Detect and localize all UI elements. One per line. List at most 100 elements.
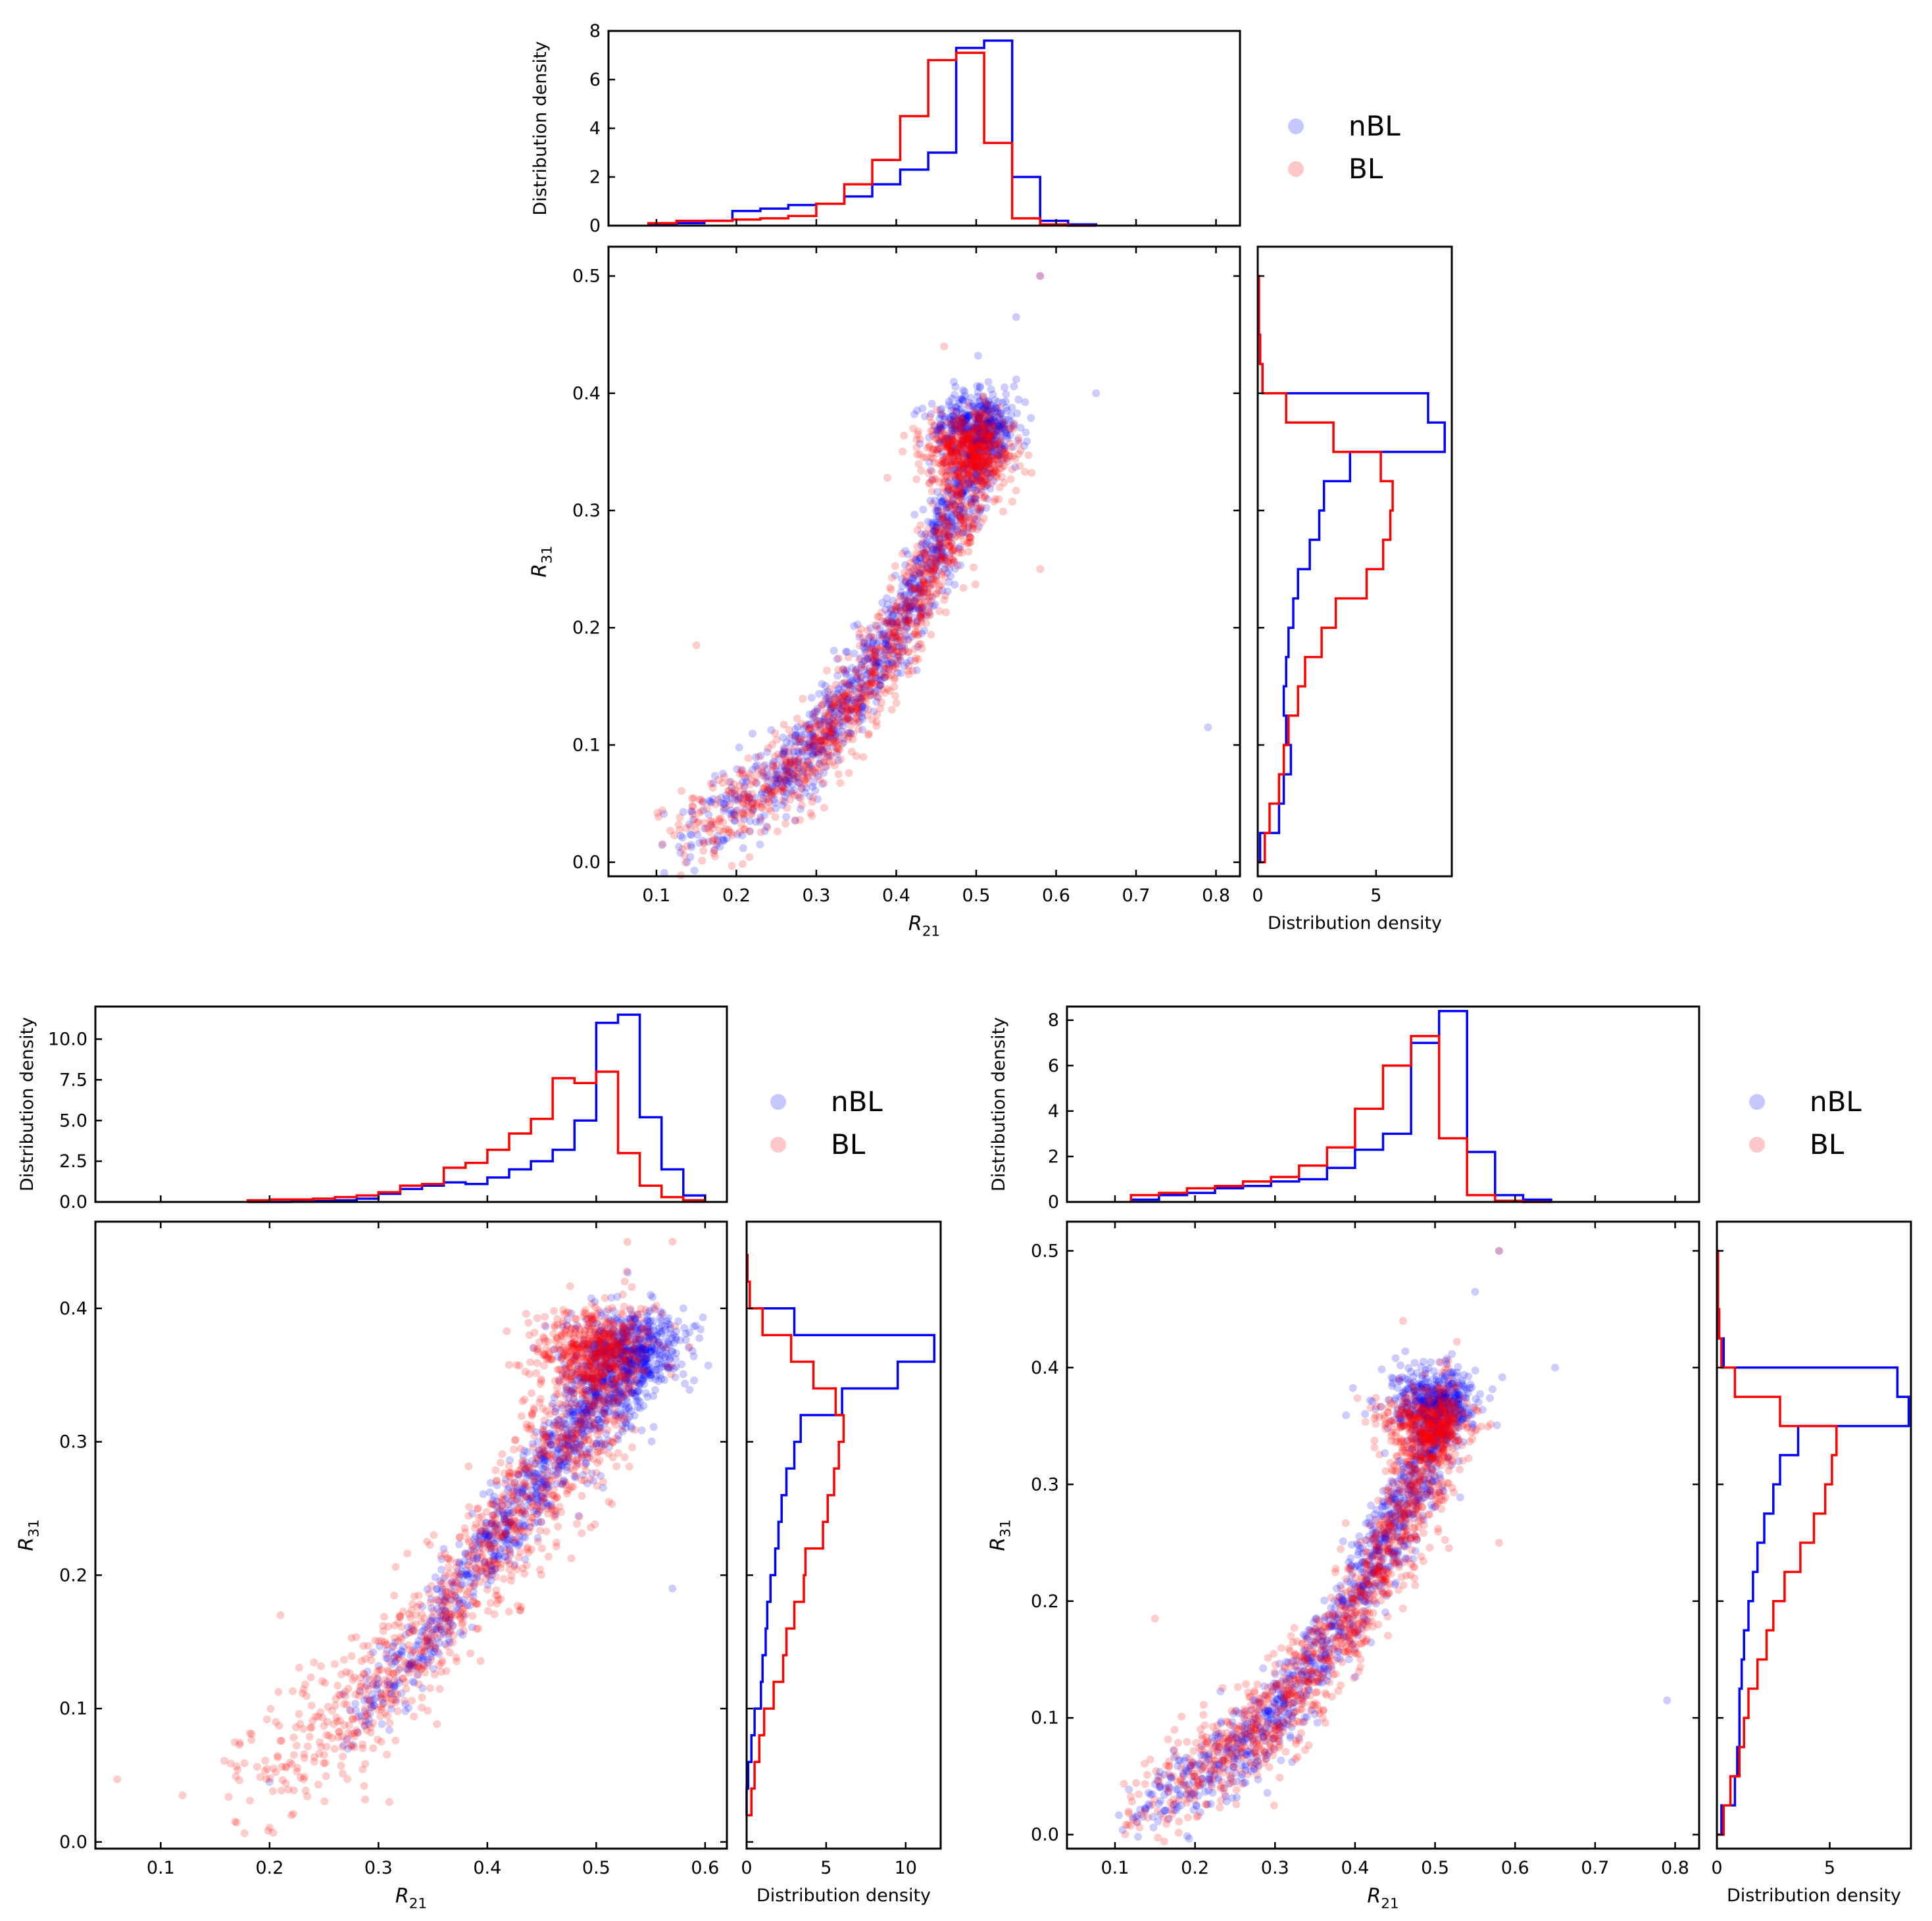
scatter-point	[566, 1282, 574, 1291]
scatter-point	[858, 693, 866, 702]
scatter-point	[986, 414, 995, 423]
scatter-point	[400, 1697, 409, 1705]
scatter-point	[943, 495, 952, 503]
scatter-point	[857, 661, 865, 669]
scatter-point	[949, 498, 957, 507]
scatter-point	[668, 1334, 676, 1343]
x-tick-label: 0.4	[882, 886, 910, 906]
scatter-point	[924, 589, 932, 597]
scatter-point	[855, 725, 863, 734]
scatter-point-outlier	[1092, 389, 1101, 397]
scatter-point	[834, 710, 843, 718]
scatter-point-outlier	[1036, 272, 1045, 280]
scatter-point	[465, 1503, 474, 1511]
scatter-point	[952, 476, 960, 484]
scatter-point	[806, 809, 815, 817]
scatter-point	[391, 1736, 400, 1745]
scatter-point	[708, 784, 717, 792]
scatter-point	[887, 618, 896, 627]
scatter-point	[756, 828, 765, 837]
scatter-point	[995, 495, 1003, 503]
scatter-point	[666, 826, 674, 835]
scatter-point	[979, 405, 987, 412]
scatter-point	[821, 689, 829, 697]
scatter-point	[958, 409, 966, 418]
scatter-point	[828, 720, 837, 729]
scatter-point	[987, 443, 996, 451]
scatter-point	[815, 689, 823, 698]
scatter-point	[995, 403, 1004, 411]
scatter-point	[793, 738, 802, 747]
scatter-point	[1002, 390, 1010, 399]
scatter-point	[896, 614, 904, 622]
scatter-point	[953, 525, 962, 534]
scatter-point	[661, 1326, 670, 1334]
scatter-point	[940, 526, 949, 534]
scatter-point	[831, 680, 840, 689]
scatter-point	[351, 1699, 360, 1708]
scatter-point	[936, 493, 945, 501]
scatter-point	[793, 747, 802, 755]
scatter-point	[979, 514, 988, 523]
scatter-point	[920, 586, 929, 594]
scatter-point	[739, 770, 747, 779]
scatter-point	[497, 1459, 505, 1467]
x-tick-label: 0.1	[642, 886, 670, 906]
scatter-point	[928, 476, 936, 484]
scatter-point	[853, 674, 861, 682]
scatter-point	[763, 823, 772, 832]
scatter-point	[680, 1324, 689, 1332]
scatter-point	[960, 464, 968, 472]
scatter-point	[537, 1544, 546, 1553]
scatter-point	[991, 439, 999, 448]
scatter-point	[846, 680, 855, 689]
scatter-point	[951, 424, 959, 433]
scatter-point	[924, 608, 932, 616]
scatter-point	[951, 382, 960, 391]
scatter-point	[686, 853, 695, 861]
scatter-point	[853, 718, 862, 726]
scatter-point	[972, 431, 980, 439]
scatter-point	[965, 452, 973, 461]
scatter-point	[929, 522, 937, 530]
scatter-point	[864, 640, 872, 649]
scatter-point	[972, 439, 980, 448]
scatter-point	[834, 770, 843, 778]
scatter-point	[891, 605, 899, 613]
scatter-point	[924, 469, 933, 478]
scatter-point	[631, 1426, 639, 1434]
scatter-point	[1027, 414, 1035, 422]
scatter-point	[824, 733, 831, 741]
scatter-point	[743, 796, 751, 805]
scatter-point	[603, 1426, 612, 1434]
scatter-point	[918, 565, 927, 574]
scatter-point	[714, 795, 722, 804]
scatter-point	[676, 832, 685, 840]
scatter-point	[951, 403, 960, 411]
scatter-point	[713, 839, 722, 847]
scatter-point	[1003, 457, 1012, 466]
scatter-point	[815, 759, 824, 768]
scatter-point	[984, 430, 992, 439]
scatter-point	[948, 455, 956, 464]
scatter-point	[939, 497, 947, 505]
scatter-point	[655, 812, 662, 821]
scatter-point	[974, 420, 982, 429]
scatter-point	[641, 1366, 649, 1375]
scatter-point	[956, 474, 964, 482]
scatter-point	[806, 731, 814, 739]
scatter-point	[847, 674, 855, 682]
scatter-point	[932, 405, 941, 414]
scatter-point	[813, 707, 822, 716]
scatter-point	[914, 631, 922, 639]
scatter-point	[910, 410, 919, 418]
scatter-point	[1010, 382, 1018, 391]
scatter-point	[808, 730, 816, 739]
scatter-point-outlier	[692, 641, 701, 649]
scatter-point	[820, 737, 828, 745]
scatter-point	[997, 428, 1005, 437]
scatter-point	[904, 662, 913, 670]
scatter-point	[830, 726, 839, 734]
scatter-point	[956, 512, 965, 521]
scatter-point	[637, 1426, 646, 1435]
